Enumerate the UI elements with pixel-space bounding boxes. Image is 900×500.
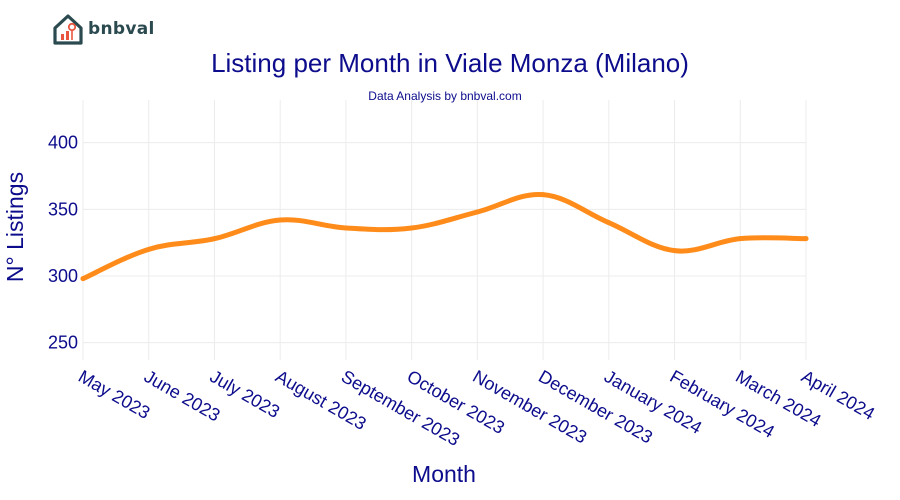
series-line <box>80 192 809 282</box>
data-point <box>803 236 809 242</box>
x-tick-label: December 2023 <box>535 366 656 447</box>
x-axis-title: Month <box>412 461 476 487</box>
data-point <box>343 225 349 231</box>
data-point <box>211 236 217 242</box>
data-point <box>80 276 86 282</box>
y-tick-label: 400 <box>48 133 78 153</box>
data-point <box>606 220 612 226</box>
data-point <box>146 246 152 252</box>
x-tick-label: November 2023 <box>469 366 590 447</box>
data-point <box>474 209 480 215</box>
data-point <box>672 248 678 254</box>
data-point <box>737 236 743 242</box>
grid <box>82 100 807 360</box>
brand-name: bnbval <box>88 19 155 39</box>
data-point <box>277 217 283 223</box>
x-tick-label: May 2023 <box>75 366 153 423</box>
house-logo-icon <box>53 14 83 45</box>
data-point <box>540 192 546 198</box>
brand-logo: bnbval <box>52 12 155 46</box>
data-point <box>409 225 415 231</box>
y-tick-label: 250 <box>48 333 78 353</box>
y-axis-title: N° Listings <box>2 172 28 282</box>
y-tick-label: 350 <box>48 199 78 219</box>
y-tick-label: 300 <box>48 266 78 286</box>
series-layer <box>80 192 809 282</box>
chart-title: Listing per Month in Viale Monza (Milano… <box>211 48 689 78</box>
chart-subtitle: Data Analysis by bnbval.com <box>368 89 521 103</box>
y-axis-ticks: 250 300 350 400 <box>48 133 78 353</box>
